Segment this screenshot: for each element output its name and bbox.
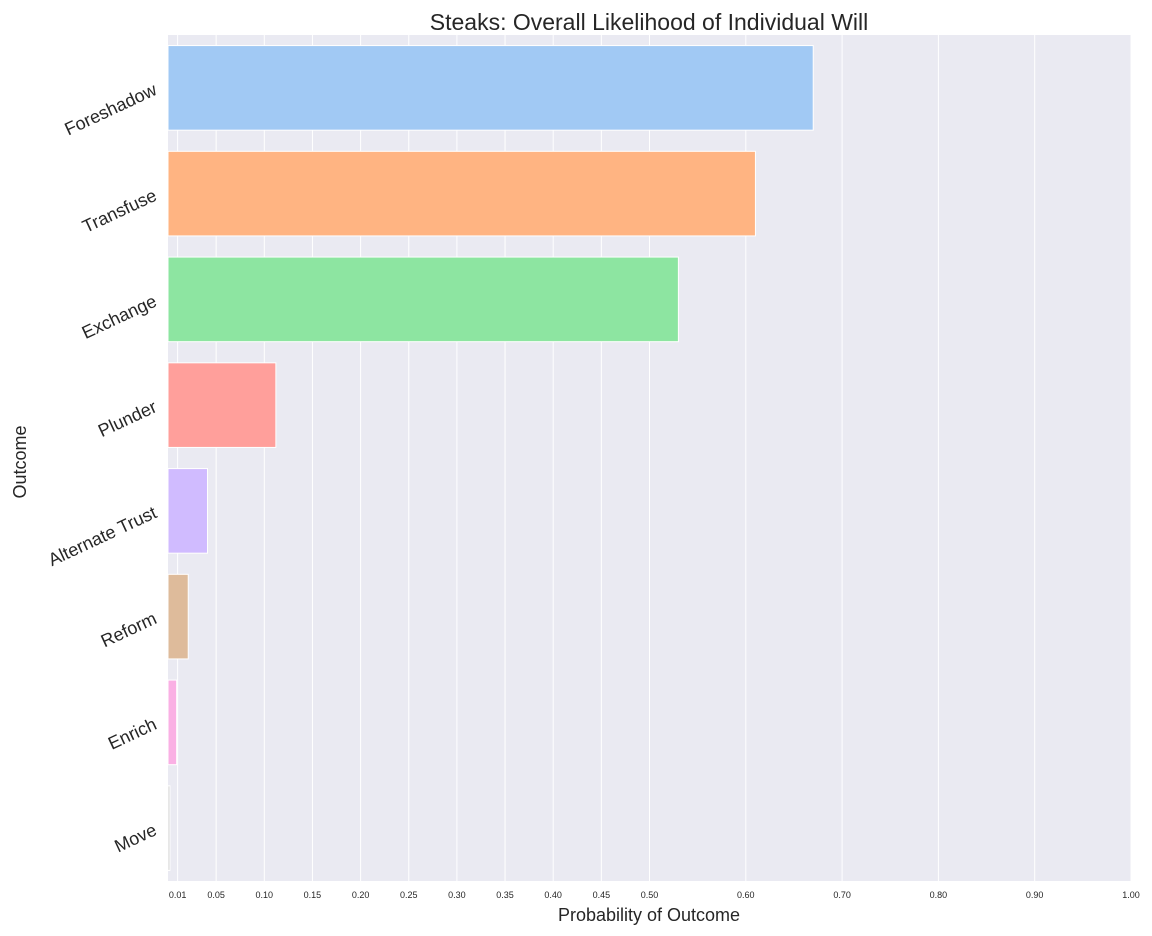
category-label: Alternate Trust (45, 502, 160, 570)
category-labels: Foreshadow Transfuse Exchange Plunder Altern… (45, 79, 160, 856)
x-tick-label: 1.00 (1122, 890, 1140, 900)
category-label: Foreshadow (61, 79, 160, 139)
x-tick-label: 0.50 (641, 890, 659, 900)
y-axis-label: Outcome (10, 425, 30, 498)
x-tick-label: 0.25 (400, 890, 418, 900)
bar-exchange (167, 256, 679, 343)
x-tick-label: 0.15 (304, 890, 322, 900)
x-tick-label: 0.20 (352, 890, 370, 900)
x-tick-label: 0.90 (1026, 890, 1044, 900)
bars (167, 45, 814, 871)
bar-enrich (167, 679, 178, 766)
bar-foreshadow (167, 45, 814, 131)
x-tick-label: 0.05 (207, 890, 225, 900)
x-axis-label: Probability of Outcome (558, 905, 740, 925)
category-label: Exchange (79, 291, 160, 343)
category-label: Reform (98, 608, 160, 651)
chart-title: Steaks: Overall Likelihood of Individual… (430, 9, 868, 35)
x-tick-label: 0.35 (496, 890, 514, 900)
x-tick-label: 0.10 (256, 890, 274, 900)
category-label: Transfuse (79, 185, 159, 237)
category-label: Move (111, 820, 159, 857)
category-label: Enrich (105, 714, 160, 754)
x-tick-label: 0.40 (544, 890, 562, 900)
bar-reform (167, 573, 189, 660)
x-tick-label: 0.60 (737, 890, 755, 900)
x-tick-label: 0.30 (448, 890, 466, 900)
category-label: Plunder (95, 397, 160, 441)
x-tick-label: 0.01 (169, 890, 187, 900)
x-tick-label: 0.45 (593, 890, 611, 900)
x-tick-label: 0.70 (833, 890, 851, 900)
bar-move (167, 785, 171, 871)
bar-plunder (167, 362, 277, 448)
bar-transfuse (167, 150, 756, 237)
x-tick-labels: 0.01 0.05 0.10 0.15 0.20 0.25 0.30 0.35 0.40 0.45… (169, 890, 1140, 900)
bar-alternate-trust (167, 468, 208, 554)
x-tick-label: 0.80 (930, 890, 948, 900)
